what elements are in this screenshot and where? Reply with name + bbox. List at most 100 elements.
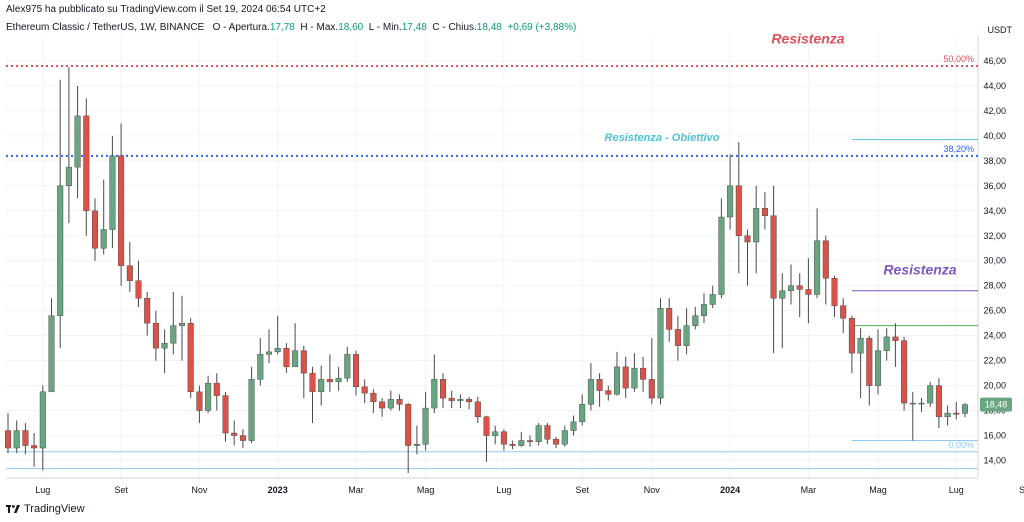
candle-up bbox=[701, 293, 708, 324]
candle-body bbox=[57, 185, 64, 316]
candle-body bbox=[727, 185, 734, 218]
candle-body bbox=[553, 439, 560, 445]
candle-up bbox=[709, 285, 716, 309]
candle-up bbox=[944, 405, 951, 426]
candle-body bbox=[4, 430, 11, 449]
candle-body bbox=[544, 425, 551, 440]
candle-body bbox=[239, 435, 246, 441]
candle-down bbox=[770, 185, 777, 354]
candle-up bbox=[788, 264, 795, 305]
candle-body bbox=[648, 379, 655, 399]
candle-down bbox=[309, 366, 316, 424]
candle-body bbox=[848, 317, 855, 354]
candle-down bbox=[596, 373, 603, 407]
x-tick-label: Nov bbox=[644, 485, 661, 495]
candle-body bbox=[666, 307, 673, 330]
candle-body bbox=[326, 379, 333, 383]
candle-body bbox=[13, 430, 20, 449]
y-tick-label: 20,00 bbox=[983, 381, 1006, 391]
x-tick-label: Set bbox=[1019, 485, 1024, 495]
candle-down bbox=[622, 356, 629, 399]
candle-up bbox=[518, 431, 525, 447]
candle-down bbox=[744, 229, 751, 286]
candle-body bbox=[187, 322, 194, 393]
candle-body bbox=[283, 347, 290, 368]
candle-body bbox=[135, 280, 142, 299]
candle-up bbox=[318, 365, 325, 406]
candle-up bbox=[814, 208, 821, 299]
high-value: 18,60 bbox=[338, 22, 364, 33]
candle-body bbox=[692, 315, 699, 326]
x-tick-label: Lug bbox=[496, 485, 511, 495]
candle-body bbox=[831, 278, 838, 306]
candle-body bbox=[370, 392, 377, 403]
candle-up bbox=[875, 329, 882, 395]
candle-up bbox=[109, 135, 116, 249]
y-tick-label: 16,00 bbox=[983, 431, 1006, 441]
candle-up bbox=[100, 179, 107, 255]
candle-body bbox=[65, 166, 72, 187]
candle-body bbox=[22, 430, 29, 446]
candle-body bbox=[440, 379, 447, 399]
candle-body bbox=[596, 379, 603, 391]
candle-body bbox=[944, 412, 951, 418]
candle-body bbox=[779, 290, 786, 299]
candle-body bbox=[927, 385, 934, 404]
symbol-name: Ethereum Classic / TetherUS, 1W, BINANCE bbox=[6, 22, 205, 33]
candle-body bbox=[83, 115, 90, 212]
candle-body bbox=[248, 379, 255, 441]
candle-down bbox=[648, 338, 655, 405]
candle-body bbox=[213, 382, 220, 396]
candle-body bbox=[222, 395, 229, 434]
candle-down bbox=[83, 98, 90, 236]
candle-down bbox=[135, 260, 142, 307]
low-value: 17,48 bbox=[401, 22, 427, 33]
candle-up bbox=[909, 391, 916, 441]
candle-body bbox=[31, 445, 38, 449]
candle-body bbox=[753, 208, 760, 243]
last-price-badge bbox=[980, 397, 1012, 412]
candle-body bbox=[770, 215, 777, 299]
candle-body bbox=[118, 155, 125, 266]
candle-body bbox=[161, 342, 168, 349]
candle-body bbox=[492, 431, 499, 436]
candle-body bbox=[883, 336, 890, 351]
candle-body bbox=[292, 350, 299, 368]
x-tick-label: Nov bbox=[191, 485, 208, 495]
published-by-text: Alex975 ha pubblicato su TradingView.com… bbox=[6, 4, 326, 15]
y-tick-label: 28,00 bbox=[983, 281, 1006, 291]
candle-body bbox=[257, 354, 264, 380]
level-label: 0,00% bbox=[948, 440, 974, 450]
last-price-label: 18,48 bbox=[985, 400, 1008, 410]
candle-down bbox=[239, 429, 246, 449]
candle-body bbox=[274, 347, 281, 353]
candle-down bbox=[126, 242, 133, 292]
candle-up bbox=[431, 354, 438, 414]
candle-down bbox=[831, 275, 838, 317]
candle-up bbox=[178, 295, 185, 361]
candle-body bbox=[875, 350, 882, 386]
candle-down bbox=[91, 198, 98, 261]
candle-down bbox=[805, 258, 812, 324]
candle-up bbox=[248, 366, 255, 444]
candle-down bbox=[396, 394, 403, 411]
candle-up bbox=[422, 391, 429, 451]
y-tick-label: 24,00 bbox=[983, 331, 1006, 341]
candle-body bbox=[387, 399, 394, 409]
candle-up bbox=[727, 154, 734, 230]
candle-down bbox=[448, 390, 455, 409]
candle-down bbox=[848, 315, 855, 374]
footer-brand[interactable]: TradingView bbox=[6, 503, 85, 515]
candle-up bbox=[170, 291, 177, 355]
candle-up bbox=[335, 366, 342, 391]
candle-body bbox=[309, 372, 316, 393]
x-tick-label: Lug bbox=[949, 485, 964, 495]
candle-up bbox=[683, 308, 690, 355]
candle-body bbox=[74, 115, 81, 168]
candle-down bbox=[144, 291, 151, 336]
candle-up bbox=[779, 273, 786, 349]
candle-down bbox=[796, 273, 803, 317]
candle-up bbox=[39, 385, 46, 471]
candle-body bbox=[100, 229, 107, 249]
